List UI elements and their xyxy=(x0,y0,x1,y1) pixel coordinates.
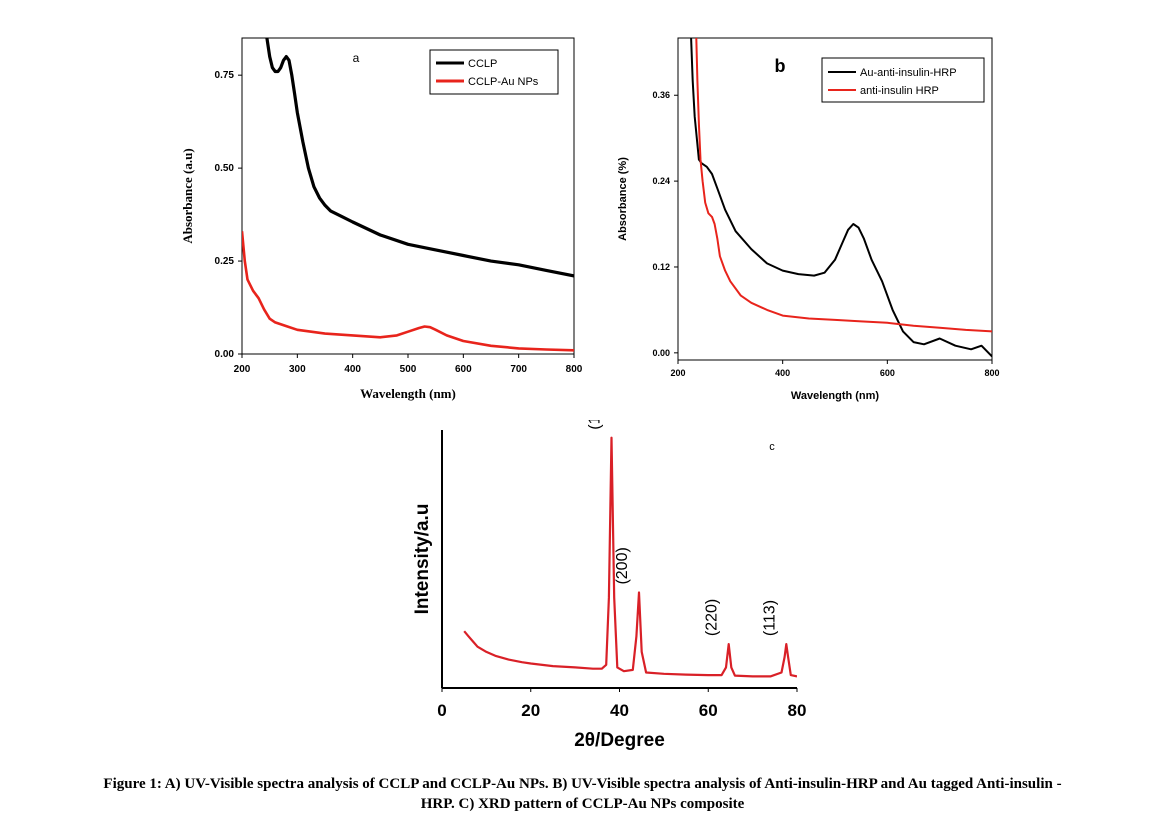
x-tick-label: 500 xyxy=(400,364,417,375)
legend-box xyxy=(429,49,559,95)
figure-caption: Figure 1: A) UV-Visible spectra analysis… xyxy=(0,774,1165,814)
legend-label-2: CCLP-Au NPs xyxy=(468,76,539,88)
x-axis-label: Wavelength (nm) xyxy=(360,386,456,401)
legend-a: CCLP CCLP-Au NPs xyxy=(429,49,559,95)
x-tick-label: 400 xyxy=(344,364,361,375)
plot-area-a: 200 300 400 500 600 700 800 0.00 0.25 0.50 0.75 Wav… xyxy=(180,37,583,401)
x-tick-label: 300 xyxy=(289,364,306,375)
series-line-1 xyxy=(265,38,574,278)
y-tick-label: 0.36 xyxy=(652,90,670,100)
x-tick-label: 40 xyxy=(610,701,629,720)
chart-panel-b: 200 400 600 800 0.00 0.12 0.24 0.36 Wavelength (… xyxy=(610,20,1010,420)
x-axis-label: 2θ/Degree xyxy=(574,730,665,751)
chart-c-svg: 0 20 40 60 80 2θ/Degree Intensity/a.u c (111) (20… xyxy=(412,395,806,751)
chart-a-svg: 200 300 400 500 600 700 800 0.00 0.25 0.50 0.75 Wav… xyxy=(180,37,583,401)
peak-label: (113) xyxy=(761,600,778,636)
y-tick-label: 0.12 xyxy=(652,262,670,272)
x-tick-label: 600 xyxy=(880,368,895,378)
y-tick-label: 0.50 xyxy=(215,163,235,174)
legend-label-1: Au-anti-insulin-HRP xyxy=(860,67,957,79)
y-axis-label: Intensity/a.u xyxy=(412,504,433,615)
legend-label-1: CCLP xyxy=(468,58,497,70)
x-tick-label: 200 xyxy=(670,368,685,378)
x-tick-label: 60 xyxy=(699,701,718,720)
x-tick-label: 700 xyxy=(510,364,527,375)
chart-panel-c: 0 20 40 60 80 2θ/Degree Intensity/a.u c (111) (20… xyxy=(410,395,840,760)
peak-label: (200) xyxy=(614,547,631,584)
y-axis-label: Absorbance (a.u) xyxy=(180,148,195,243)
caption-line-1: Figure 1: A) UV-Visible spectra analysis… xyxy=(103,776,1062,792)
panel-label-c: c xyxy=(769,441,775,453)
x-tick-label: 600 xyxy=(455,364,472,375)
x-tick-label: 800 xyxy=(984,368,999,378)
series-line-1 xyxy=(690,38,992,358)
chart-b-svg: 200 400 600 800 0.00 0.12 0.24 0.36 Wavelength (… xyxy=(617,37,1000,402)
x-tick-label: 0 xyxy=(437,701,446,720)
series-line-2 xyxy=(695,38,992,333)
y-tick-label: 0.25 xyxy=(215,256,235,267)
y-tick-label: 0.75 xyxy=(215,70,235,81)
x-tick-label: 200 xyxy=(234,364,251,375)
legend-label-2: anti-insulin HRP xyxy=(860,85,939,97)
peak-label: (111) xyxy=(587,420,604,430)
y-tick-label: 0.00 xyxy=(652,348,670,358)
peak-label: (220) xyxy=(704,599,721,636)
series-line-1 xyxy=(463,436,797,678)
y-tick-label: 0.24 xyxy=(652,176,670,186)
series-line-2 xyxy=(242,231,574,352)
caption-line-2: HRP. C) XRD pattern of CCLP-Au NPs compo… xyxy=(420,796,745,812)
plot-area-c: 0 20 40 60 80 2θ/Degree Intensity/a.u xyxy=(412,430,806,751)
panel-label-a: a xyxy=(353,51,360,65)
chart-panel-a: 200 300 400 500 600 700 800 0.00 0.25 0.50 0.75 Wav… xyxy=(170,20,590,420)
x-tick-label: 400 xyxy=(775,368,790,378)
y-axis-label: Absorbance (%) xyxy=(617,157,629,241)
x-tick-label: 80 xyxy=(788,701,807,720)
plot-area-b: 200 400 600 800 0.00 0.12 0.24 0.36 Wavelength (… xyxy=(617,37,1000,402)
legend-box xyxy=(821,57,985,103)
y-tick-label: 0.00 xyxy=(215,349,235,360)
panel-label-b: b xyxy=(775,56,786,76)
plot-frame xyxy=(677,37,993,361)
x-tick-label: 800 xyxy=(566,364,583,375)
legend-b: Au-anti-insulin-HRP anti-insulin HRP xyxy=(821,57,985,103)
x-tick-label: 20 xyxy=(521,701,540,720)
x-axis-label: Wavelength (nm) xyxy=(791,390,880,402)
